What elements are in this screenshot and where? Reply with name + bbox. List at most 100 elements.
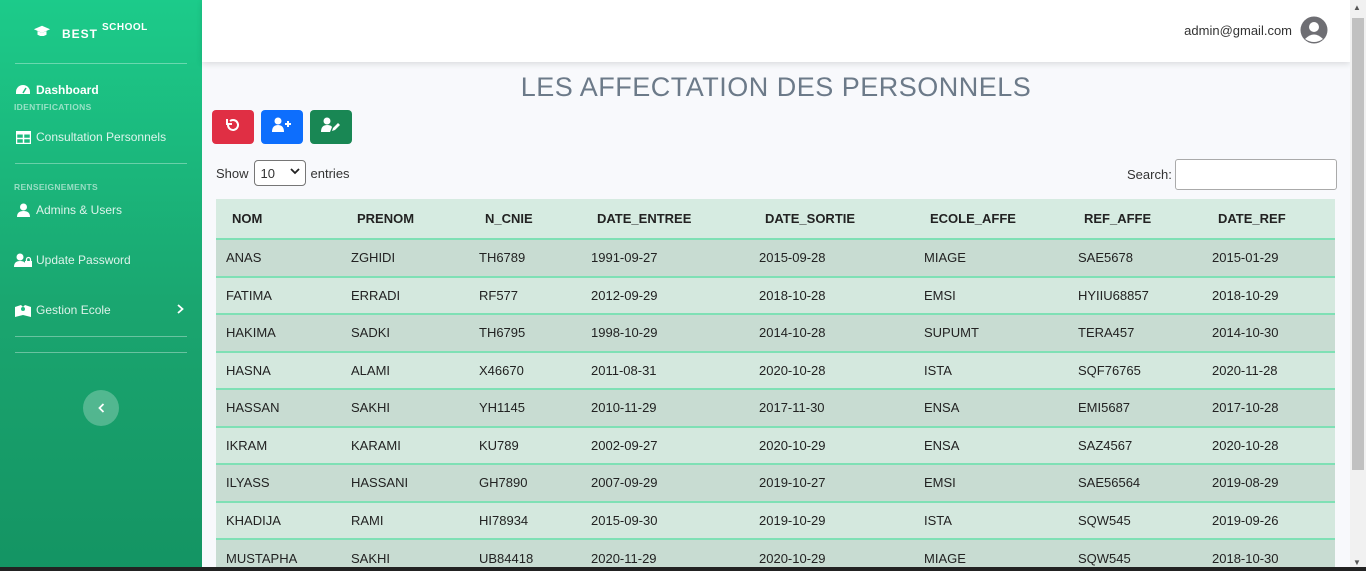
table-cell: 2002-09-27 — [591, 437, 658, 453]
school-icon — [14, 304, 32, 317]
table-cell: GH7890 — [479, 475, 528, 491]
table-row[interactable]: HASNA ALAMI X46670 2011-08-31 2020-10-28 ISTA… — [216, 351, 1335, 389]
column-header[interactable]: N_CNIE — [469, 199, 581, 240]
table-header-row: NOM PRENOM N_CNIE DATE_ENTREE DATE_SORTIE ECO… — [216, 199, 1335, 240]
table-row[interactable]: KHADIJA RAMI HI78934 2015-09-30 2019-10-29 IS… — [216, 501, 1335, 539]
table-cell: EMI5687 — [1078, 400, 1131, 416]
user-edit-icon — [321, 117, 341, 137]
table-cell: 2020-10-29 — [759, 550, 826, 566]
sidebar-divider — [15, 63, 187, 64]
sidebar-item-label: Dashboard — [36, 83, 99, 97]
user-avatar-icon[interactable] — [1300, 16, 1328, 44]
table-cell: 2020-10-28 — [1212, 437, 1279, 453]
table-cell: 2018-10-28 — [759, 287, 826, 303]
brand[interactable]: BEST SCHOOL — [0, 0, 202, 63]
table-cell: ZGHIDI — [351, 250, 396, 266]
reset-button[interactable] — [212, 110, 254, 144]
table-cell: HASSANI — [351, 475, 409, 491]
column-header[interactable]: DATE_SORTIE — [749, 199, 914, 240]
table-row[interactable]: HASSAN SAKHI YH1145 2010-11-29 2017-11-30 ENS… — [216, 389, 1335, 427]
table-cell: KU789 — [479, 437, 519, 453]
column-header[interactable]: NOM — [216, 199, 341, 240]
section-heading-renseignements: RENSEIGNEMENTS — [14, 182, 99, 192]
table-cell: ILYASS — [226, 475, 270, 491]
table-body: ANAS ZGHIDI TH6789 1991-09-27 2015-09-28 MIAG… — [216, 239, 1335, 571]
table-cell: 2019-10-29 — [759, 512, 826, 528]
table-cell: ISTA — [924, 512, 952, 528]
scrollbar-thumb[interactable] — [1352, 18, 1364, 470]
table-row[interactable]: HAKIMA SADKI TH6795 1998-10-29 2014-10-28 SUP… — [216, 314, 1335, 352]
undo-icon — [225, 117, 241, 138]
entries-select[interactable]: 10 — [253, 160, 306, 186]
edit-user-button[interactable] — [310, 110, 352, 144]
table-cell: SAE5678 — [1078, 250, 1133, 266]
table-cell: SAKHI — [351, 550, 391, 566]
table-row[interactable]: ANAS ZGHIDI TH6789 1991-09-27 2015-09-28 MIAG… — [216, 239, 1335, 277]
topbar: admin@gmail.com — [202, 0, 1350, 62]
user-email[interactable]: admin@gmail.com — [1184, 23, 1292, 38]
table-cell: 2020-11-28 — [1212, 362, 1278, 378]
table-cell: HASNA — [226, 362, 271, 378]
column-header[interactable]: DATE_ENTREE — [581, 199, 749, 240]
table-cell: SADKI — [351, 325, 391, 341]
sidebar-item-consultation[interactable]: Consultation Personnels — [0, 112, 202, 162]
scroll-up-icon[interactable]: ▲ — [1353, 3, 1361, 12]
table-cell: HASSAN — [226, 400, 280, 416]
table-cell: 2014-10-28 — [759, 325, 826, 341]
table-row[interactable]: MUSTAPHA SAKHI UB84418 2020-11-29 2020-10-29… — [216, 539, 1335, 571]
sidebar-item-label: Update Password — [36, 253, 131, 267]
section-heading-identifications: IDENTIFICATIONS — [14, 102, 92, 112]
page-scrollbar[interactable]: ▲ ▼ — [1350, 0, 1366, 571]
table-cell: 2010-11-29 — [591, 400, 657, 416]
table-cell: 2017-10-28 — [1212, 400, 1279, 416]
table-cell: X46670 — [479, 362, 524, 378]
table-cell: HI78934 — [479, 512, 529, 528]
scroll-down-icon[interactable]: ▼ — [1353, 558, 1361, 567]
table-cell: ISTA — [924, 362, 952, 378]
table-cell: ERRADI — [351, 287, 401, 303]
table-cell: IKRAM — [226, 437, 268, 453]
search: Search: — [1127, 159, 1337, 190]
add-user-button[interactable] — [261, 110, 303, 144]
column-header[interactable]: ECOLE_AFFE — [914, 199, 1068, 240]
column-header[interactable]: REF_AFFE — [1068, 199, 1202, 240]
table-cell: 1991-09-27 — [591, 250, 658, 266]
table-cell: MIAGE — [924, 250, 966, 266]
graduation-cap-icon — [32, 22, 52, 42]
sidebar-item-dashboard[interactable]: Dashboard — [0, 64, 202, 116]
table-cell: 2019-10-27 — [759, 475, 826, 491]
table-cell: HAKIMA — [226, 325, 276, 341]
sidebar-toggle-button[interactable] — [83, 390, 119, 426]
sidebar-item-gestion-ecole[interactable]: Gestion Ecole — [0, 285, 202, 335]
table-cell: HYIIU68857 — [1078, 287, 1149, 303]
table-cell: 1998-10-29 — [591, 325, 658, 341]
brand-suffix: SCHOOL — [102, 22, 148, 33]
table-cell: SQW545 — [1078, 512, 1131, 528]
entries-value: 10 — [260, 165, 275, 181]
table-cell: SAKHI — [351, 400, 391, 416]
table-cell: TERA457 — [1078, 325, 1135, 341]
table-cell: UB84418 — [479, 550, 534, 566]
column-header[interactable]: PRENOM — [341, 199, 469, 240]
search-label: Search: — [1127, 167, 1172, 182]
table-row[interactable]: IKRAM KARAMI KU789 2002-09-27 2020-10-29 ENSA… — [216, 426, 1335, 464]
table-cell: SUPUMT — [924, 325, 979, 341]
window-bottom-edge — [0, 567, 1366, 571]
table-cell: 2015-09-28 — [759, 250, 826, 266]
table-row[interactable]: ILYASS HASSANI GH7890 2007-09-29 2019-10-27 E… — [216, 464, 1335, 502]
gauge-icon — [14, 83, 32, 97]
search-input[interactable] — [1174, 159, 1337, 190]
table-cell: KARAMI — [351, 437, 401, 453]
sidebar-item-admins[interactable]: Admins & Users — [0, 185, 202, 235]
sidebar-item-label: Gestion Ecole — [36, 303, 111, 317]
chevron-down-icon — [289, 167, 300, 178]
sidebar: BEST SCHOOL Dashboard IDENTIFICATIONS Co… — [0, 0, 202, 571]
sidebar-item-update-password[interactable]: Update Password — [0, 235, 202, 285]
table-icon — [14, 130, 32, 144]
table-cell: MUSTAPHA — [226, 550, 298, 566]
table-cell: TH6789 — [479, 250, 526, 266]
table-cell: 2007-09-29 — [591, 475, 658, 491]
table-row[interactable]: FATIMA ERRADI RF577 2012-09-29 2018-10-28 EMS… — [216, 276, 1335, 314]
chevron-right-icon — [177, 303, 184, 317]
column-header[interactable]: DATE_REF — [1202, 199, 1335, 240]
